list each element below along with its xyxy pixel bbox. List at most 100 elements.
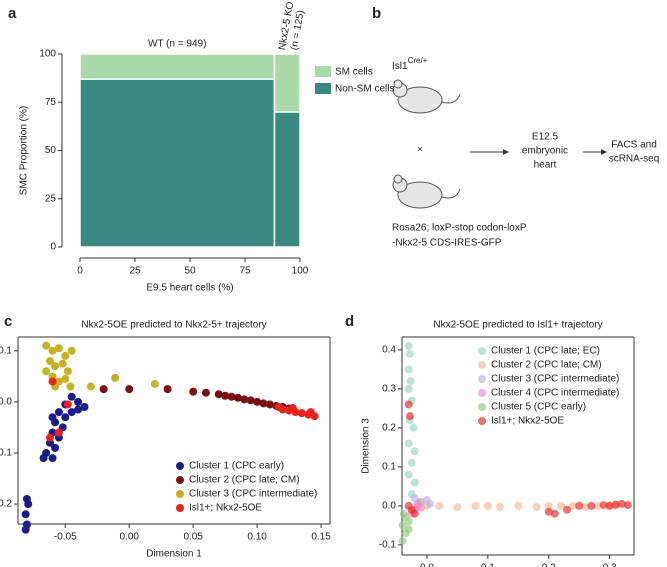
point (532, 503, 541, 512)
x-tick-label: 50 (184, 266, 196, 277)
point (569, 501, 578, 510)
legend-label: Cluster 3 (CPC intermediate) (189, 489, 317, 500)
panel-label: c (4, 313, 12, 330)
legend-marker (478, 389, 486, 397)
point (80, 402, 89, 411)
point (563, 505, 572, 514)
point (233, 393, 242, 402)
point (409, 423, 418, 432)
point (410, 478, 419, 487)
cross: × (417, 145, 423, 156)
point (404, 400, 413, 409)
point (253, 397, 262, 406)
point (544, 507, 553, 516)
point (48, 377, 57, 386)
legend-label: Cluster 3 (CPC intermediate) (491, 374, 619, 385)
point (66, 382, 75, 391)
point (587, 501, 596, 510)
point (404, 501, 413, 510)
point (240, 395, 249, 404)
step-label: embryonic (522, 146, 568, 157)
point (404, 525, 413, 534)
point (125, 385, 134, 394)
point (581, 503, 590, 512)
point (599, 501, 608, 510)
point (550, 509, 559, 518)
point (416, 503, 425, 512)
point (54, 428, 63, 437)
x-tick-label: 0.0 (420, 563, 434, 567)
point (514, 501, 523, 510)
point (453, 503, 462, 512)
point (623, 501, 632, 510)
point (48, 454, 57, 463)
point (201, 388, 210, 397)
point (63, 367, 72, 376)
legend-label: Cluster 4 (CPC intermediate) (491, 388, 619, 399)
diagram: b Isl1Cre/+ × Rosa26; loxP-stop codon-lo… (372, 5, 659, 249)
point (404, 470, 413, 479)
legend-label: Isl1+; Nkx2-5OE (189, 503, 262, 514)
point (404, 365, 413, 374)
point (593, 501, 602, 510)
point (67, 346, 76, 355)
y-tick-label: 75 (45, 97, 57, 108)
point (496, 502, 505, 511)
point (406, 377, 415, 386)
point (67, 392, 76, 401)
point (471, 501, 480, 510)
point (611, 500, 620, 509)
x-tick-label: 0 (77, 266, 83, 277)
point (54, 344, 63, 353)
point (405, 412, 414, 421)
point (63, 400, 72, 409)
point (39, 454, 48, 463)
point (575, 501, 584, 510)
point (398, 536, 407, 545)
panel-label: d (345, 313, 354, 330)
bar-segment (273, 111, 301, 248)
x-axis-label: E9.5 heart cells (%) (146, 283, 233, 294)
x-tick-label: -0.05 (54, 532, 77, 543)
y-tick-label: 0.3 (382, 384, 396, 395)
point (259, 399, 268, 408)
point (42, 341, 51, 350)
point (297, 409, 306, 418)
mouse-label: Rosa26; loxP-stop codon-loxP (392, 223, 527, 234)
y-tick-label: 0.1 (0, 345, 12, 356)
point (45, 433, 54, 442)
legend-label: Cluster 2 (CPC late; CM) (189, 475, 300, 486)
legend-label: Cluster 1 (CPC late; EC) (491, 346, 600, 357)
point (221, 391, 230, 400)
point (404, 439, 413, 448)
chart-title: Nkx2-5OE predicted to Isl1+ trajectory (433, 320, 602, 331)
point (410, 509, 419, 518)
legend-label: Isl1+; Nkx2-5OE (491, 416, 564, 427)
y-tick-label: -0.2 (0, 499, 12, 510)
point (99, 385, 108, 394)
point (150, 380, 159, 389)
y-tick-label: -0.1 (0, 448, 12, 459)
point (617, 499, 626, 508)
point (21, 510, 30, 519)
legend-label: Cluster 2 (CPC late; CM) (491, 360, 602, 371)
y-tick-label: 25 (45, 193, 57, 204)
x-tick-label: 25 (129, 266, 141, 277)
legend-marker (478, 347, 486, 355)
point (306, 408, 315, 417)
legend-swatch (315, 66, 331, 77)
panel-label: a (8, 5, 17, 22)
point (246, 396, 255, 405)
y-axis-label: Dimension 3 (361, 418, 372, 474)
point (227, 392, 236, 401)
legend-marker (478, 361, 486, 369)
point (605, 501, 614, 510)
point (21, 525, 30, 534)
step-label: heart (534, 160, 557, 171)
legend-label: Non-SM cells (335, 84, 394, 95)
point (67, 408, 76, 417)
mouse-label: -Nkx2-5 CDS-IRES-GFP (392, 238, 502, 249)
chart-title: Nkx2-5OE predicted to Nkx2-5+ trajectory (81, 320, 266, 331)
legend-label: Cluster 1 (CPC early) (189, 461, 284, 472)
